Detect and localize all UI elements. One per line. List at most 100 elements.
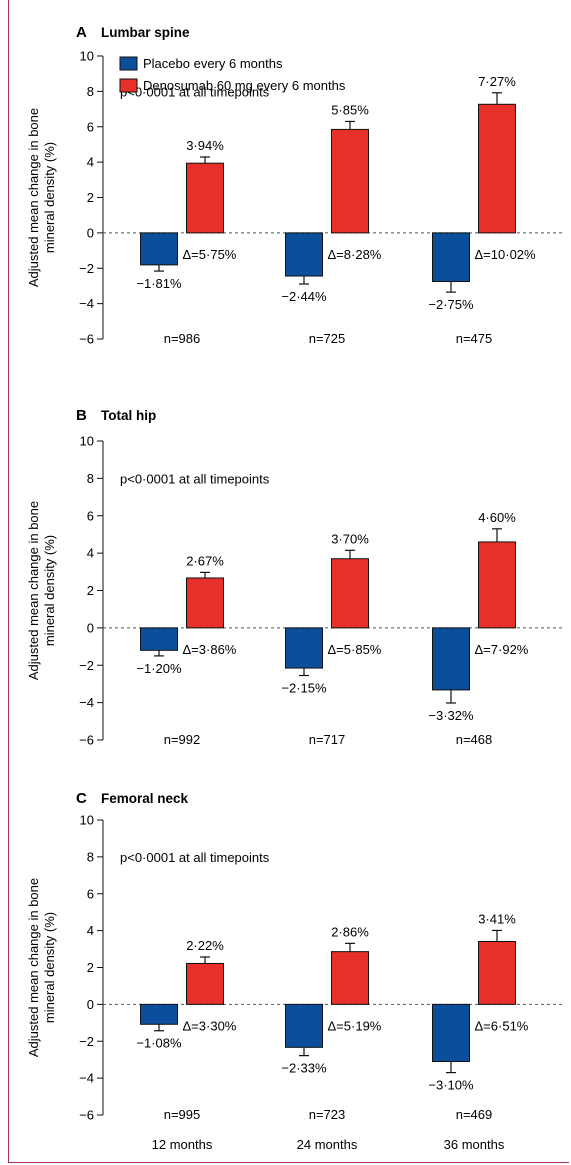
n-label: n=468: [456, 732, 493, 747]
delta-label: Δ=6·51%: [475, 1018, 529, 1033]
denosumab-value-label: 3·41%: [478, 911, 516, 926]
y-tick-label: 6: [87, 119, 94, 134]
p-value-annotation: p<0·0001 at all timepoints: [120, 471, 270, 486]
y-axis-label: mineral density (%): [42, 912, 57, 1023]
legend-label-placebo: Placebo every 6 months: [143, 56, 283, 71]
placebo-bar: [432, 232, 470, 283]
placebo-bar: [140, 1003, 178, 1025]
denosumab-bar: [331, 558, 369, 629]
y-tick-label: 8: [87, 84, 94, 99]
y-axis-label: Adjusted mean change in bone: [26, 108, 41, 287]
n-label: n=717: [309, 732, 346, 747]
y-axis-label: Adjusted mean change in bone: [26, 878, 41, 1057]
y-tick-label: 4: [87, 546, 94, 561]
panel-title: Femoral neck: [101, 791, 189, 806]
denosumab-bar: [331, 128, 369, 234]
y-tick-label: −6: [79, 332, 94, 347]
placebo-value-label: −3·10%: [428, 1078, 474, 1093]
placebo-value-label: −2·44%: [281, 289, 327, 304]
y-tick-label: 0: [87, 620, 94, 635]
panel-letter: A: [76, 24, 87, 41]
delta-label: Δ=3·86%: [183, 642, 237, 657]
panel-letter: B: [76, 407, 87, 424]
legend-label-denosumab: Denosumab 60 mg every 6 months: [143, 78, 346, 93]
denosumab-value-label: 2·67%: [186, 553, 224, 568]
y-tick-label: 4: [87, 155, 94, 170]
denosumab-value-label: 4·60%: [478, 510, 516, 525]
delta-label: Δ=3·30%: [183, 1018, 237, 1033]
p-value-annotation: p<0·0001 at all timepoints: [120, 84, 270, 99]
y-axis-label: mineral density (%): [42, 535, 57, 646]
n-label: n=725: [309, 331, 346, 346]
denosumab-value-label: 3·70%: [331, 531, 369, 546]
y-tick-label: −2: [79, 261, 94, 276]
y-tick-label: −2: [79, 1034, 94, 1049]
y-tick-label: −4: [79, 695, 94, 710]
n-label: n=992: [164, 732, 201, 747]
denosumab-bar: [478, 103, 516, 234]
x-category-label: 12 months: [152, 1137, 213, 1152]
placebo-value-label: −1·81%: [136, 276, 182, 291]
denosumab-bar: [331, 951, 369, 1005]
y-tick-label: 0: [87, 225, 94, 240]
placebo-bar: [140, 232, 178, 266]
denosumab-bar: [478, 541, 516, 629]
panel-title: Total hip: [101, 408, 156, 423]
denosumab-value-label: 3·94%: [186, 138, 224, 153]
denosumab-bar: [186, 162, 224, 234]
y-tick-label: 8: [87, 471, 94, 486]
y-tick-label: −6: [79, 733, 94, 748]
denosumab-bar: [186, 962, 224, 1005]
denosumab-value-label: 7·27%: [478, 74, 516, 89]
figure-frame: [8, 0, 569, 1163]
delta-label: Δ=10·02%: [475, 247, 537, 262]
placebo-value-label: −2·33%: [281, 1061, 327, 1076]
legend-swatch-denosumab: [119, 78, 138, 93]
y-tick-label: −2: [79, 658, 94, 673]
n-label: n=475: [456, 331, 493, 346]
delta-label: Δ=8·28%: [328, 247, 382, 262]
placebo-value-label: −2·75%: [428, 297, 474, 312]
y-tick-label: 0: [87, 997, 94, 1012]
y-tick-label: −4: [79, 296, 94, 311]
y-axis-label: Adjusted mean change in bone: [26, 501, 41, 680]
y-tick-label: 2: [87, 583, 94, 598]
y-tick-label: −4: [79, 1071, 94, 1086]
legend-swatch-placebo: [119, 56, 138, 71]
denosumab-bar: [478, 941, 516, 1005]
y-tick-label: 6: [87, 508, 94, 523]
denosumab-value-label: 2·22%: [186, 938, 224, 953]
denosumab-bar: [186, 577, 224, 629]
y-tick-label: 2: [87, 190, 94, 205]
y-tick-label: 2: [87, 960, 94, 975]
delta-label: Δ=5·85%: [328, 642, 382, 657]
placebo-bar: [432, 1003, 470, 1063]
placebo-value-label: −1·20%: [136, 661, 182, 676]
delta-label: Δ=5·75%: [183, 247, 237, 262]
y-axis-label: mineral density (%): [42, 142, 57, 253]
n-label: n=986: [164, 331, 201, 346]
delta-label: Δ=7·92%: [475, 642, 529, 657]
y-tick-label: 4: [87, 923, 94, 938]
placebo-bar: [432, 627, 470, 691]
y-tick-label: 8: [87, 849, 94, 864]
y-tick-label: 10: [80, 49, 94, 64]
placebo-bar: [285, 1003, 323, 1048]
denosumab-value-label: 5·85%: [331, 102, 369, 117]
n-label: n=995: [164, 1107, 201, 1122]
n-label: n=723: [309, 1107, 346, 1122]
placebo-value-label: −3·32%: [428, 708, 474, 723]
placebo-value-label: −1·08%: [136, 1036, 182, 1051]
delta-label: Δ=5·19%: [328, 1018, 382, 1033]
x-category-label: 36 months: [444, 1137, 505, 1152]
placebo-value-label: −2·15%: [281, 681, 327, 696]
y-tick-label: −6: [79, 1108, 94, 1123]
panel-letter: C: [76, 790, 87, 807]
placebo-bar: [140, 627, 178, 651]
n-label: n=469: [456, 1107, 493, 1122]
y-tick-label: 10: [80, 813, 94, 828]
placebo-bar: [285, 232, 323, 277]
y-tick-label: 6: [87, 886, 94, 901]
p-value-annotation: p<0·0001 at all timepoints: [120, 850, 270, 865]
